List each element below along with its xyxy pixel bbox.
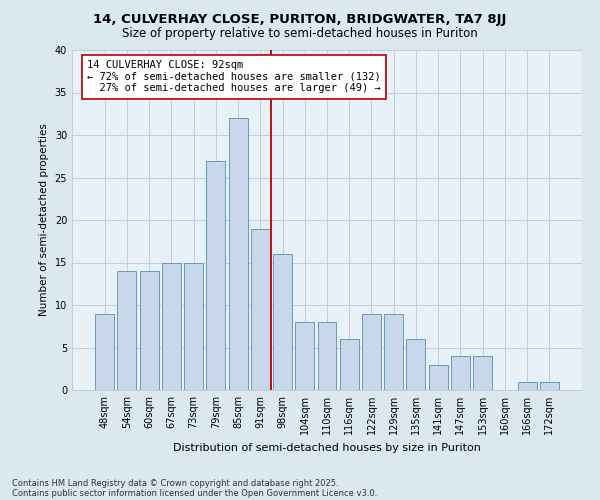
Bar [206, 160, 225, 390]
X-axis label: Distribution of semi-detached houses by size in Puriton: Distribution of semi-detached houses by … [173, 442, 481, 452]
Bar [251, 228, 270, 390]
Bar [140, 271, 158, 390]
Bar [384, 314, 403, 390]
Bar [451, 356, 470, 390]
Bar [429, 364, 448, 390]
Bar [273, 254, 292, 390]
Bar [406, 339, 425, 390]
Bar [317, 322, 337, 390]
Y-axis label: Number of semi-detached properties: Number of semi-detached properties [39, 124, 49, 316]
Bar [473, 356, 492, 390]
Text: 14 CULVERHAY CLOSE: 92sqm
← 72% of semi-detached houses are smaller (132)
  27% : 14 CULVERHAY CLOSE: 92sqm ← 72% of semi-… [88, 60, 381, 94]
Bar [184, 262, 203, 390]
Bar [229, 118, 248, 390]
Bar [362, 314, 381, 390]
Text: 14, CULVERHAY CLOSE, PURITON, BRIDGWATER, TA7 8JJ: 14, CULVERHAY CLOSE, PURITON, BRIDGWATER… [94, 12, 506, 26]
Bar [295, 322, 314, 390]
Text: Contains HM Land Registry data © Crown copyright and database right 2025.: Contains HM Land Registry data © Crown c… [12, 478, 338, 488]
Bar [118, 271, 136, 390]
Bar [518, 382, 536, 390]
Text: Contains public sector information licensed under the Open Government Licence v3: Contains public sector information licen… [12, 488, 377, 498]
Bar [95, 314, 114, 390]
Text: Size of property relative to semi-detached houses in Puriton: Size of property relative to semi-detach… [122, 28, 478, 40]
Bar [540, 382, 559, 390]
Bar [162, 262, 181, 390]
Bar [340, 339, 359, 390]
